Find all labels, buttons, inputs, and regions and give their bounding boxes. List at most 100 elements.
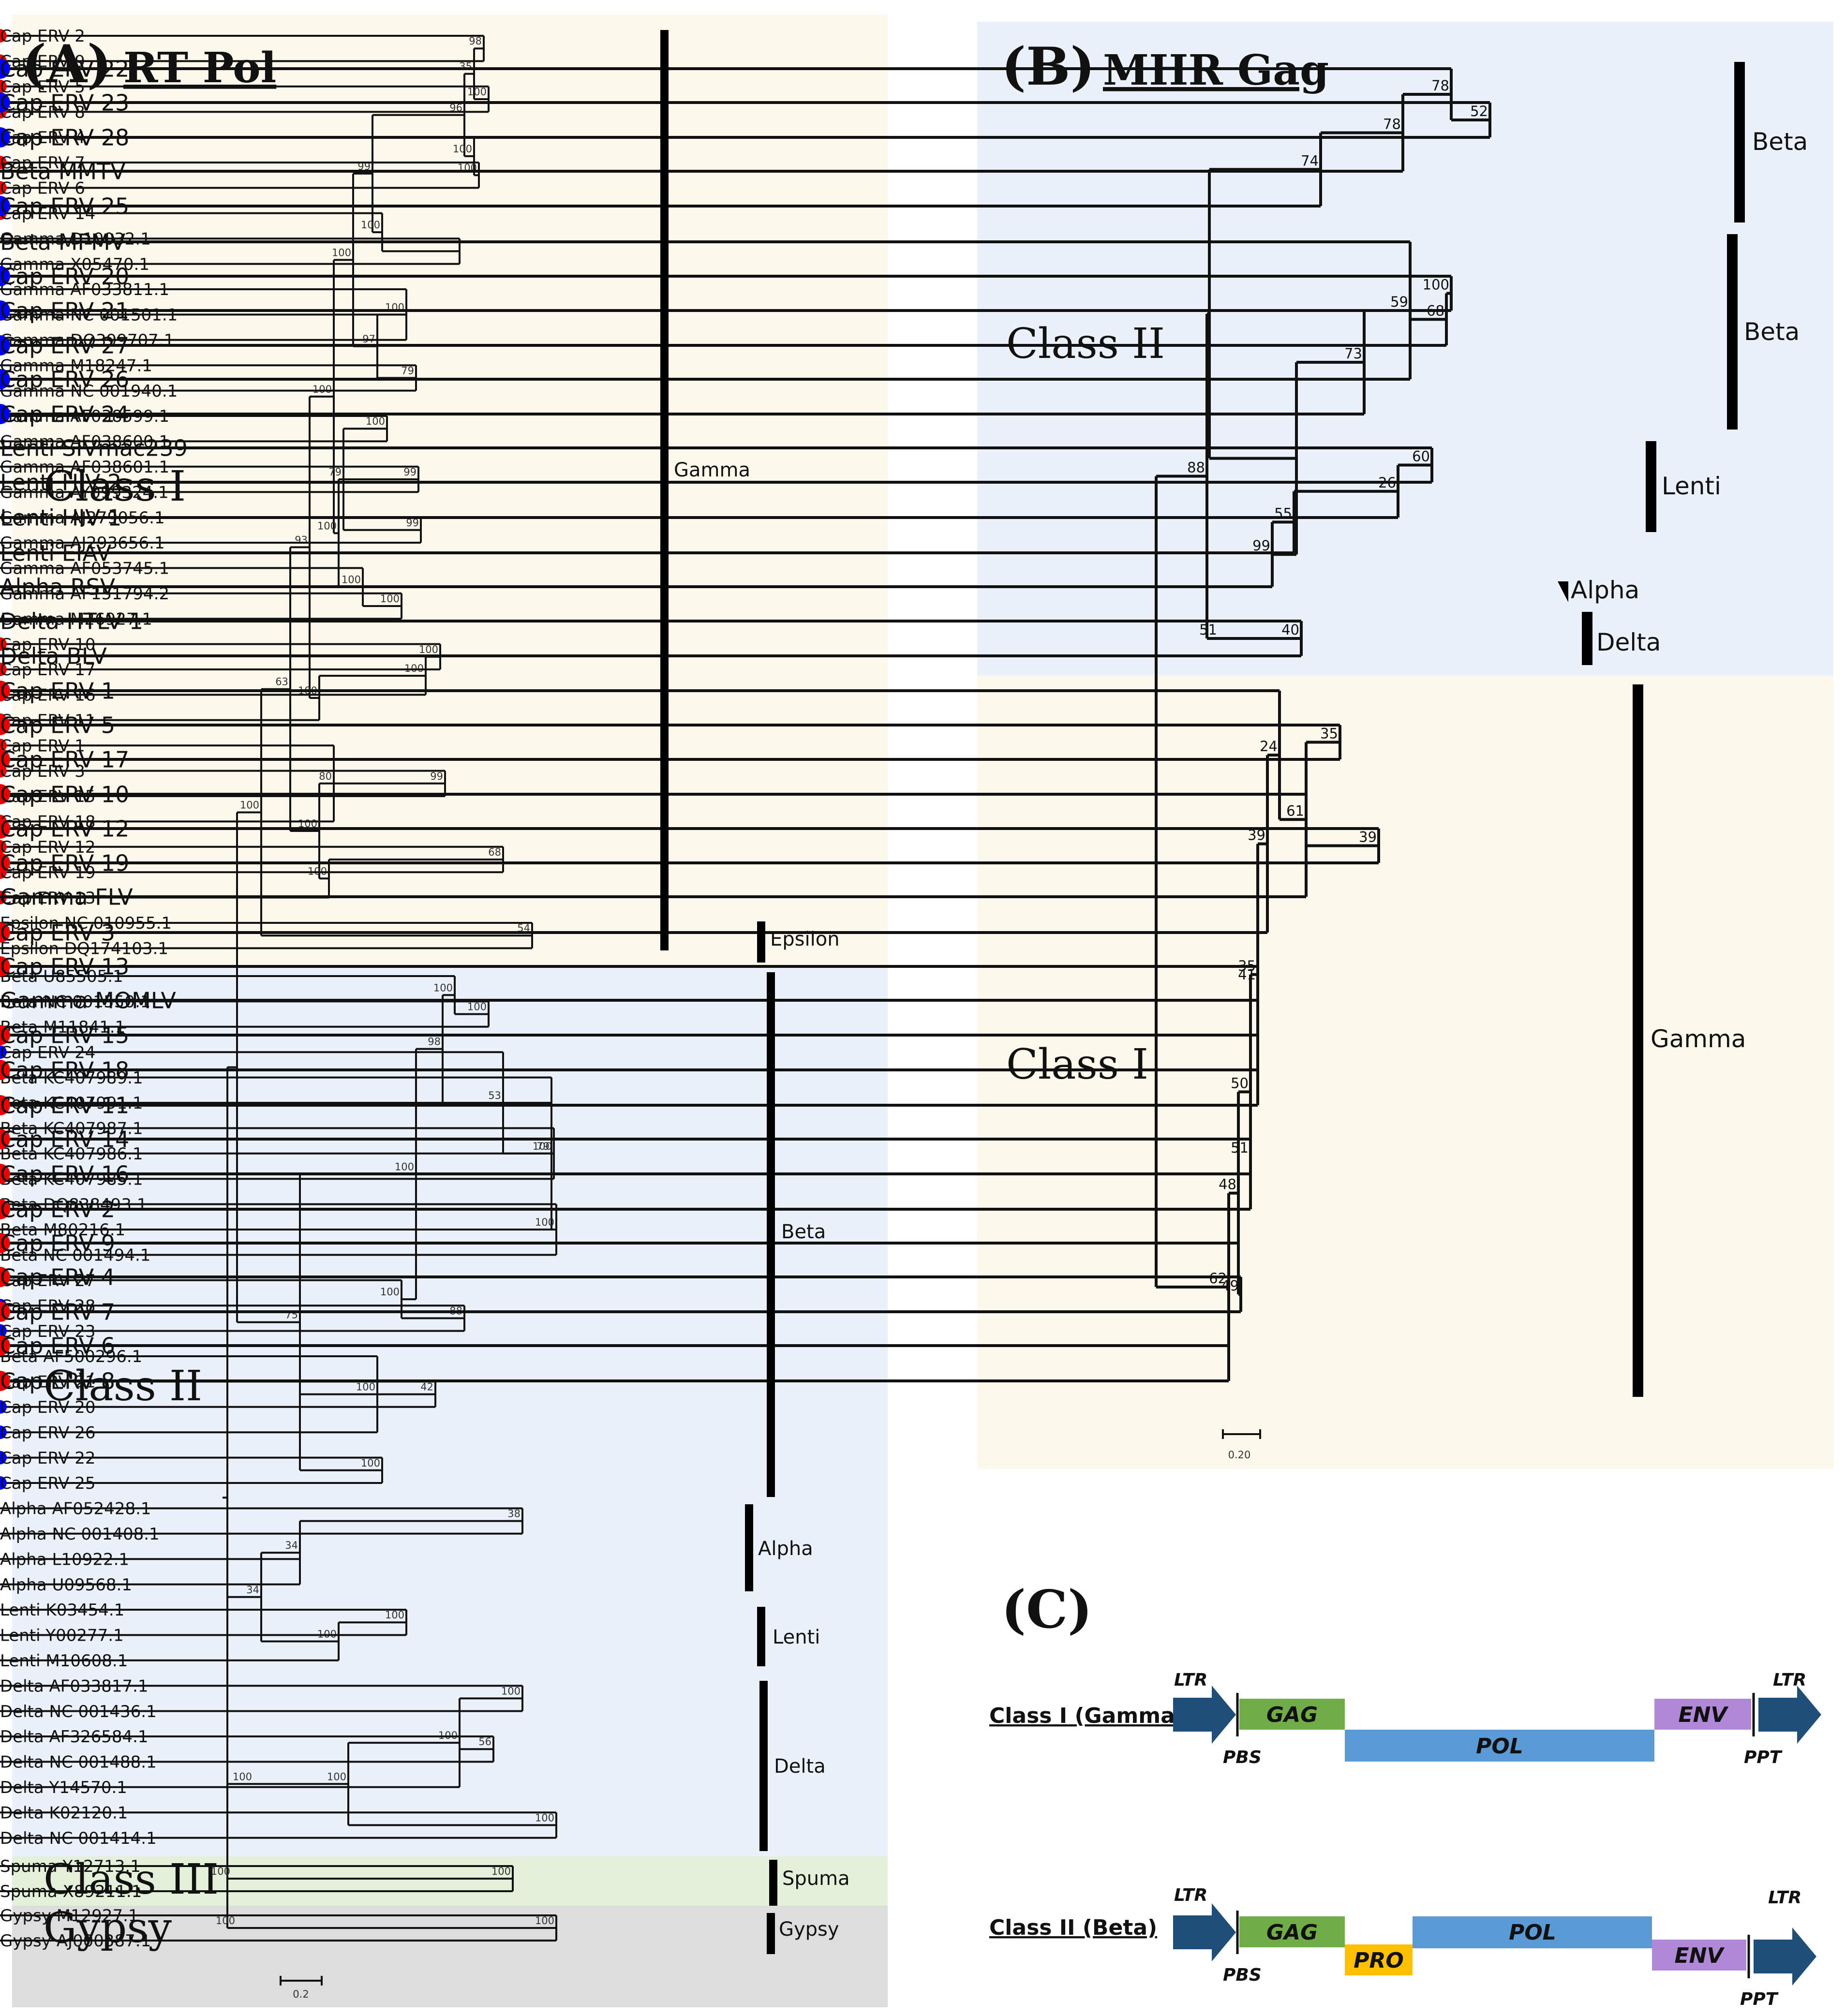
genome-label-class1: Class I (Gamma)	[989, 1704, 1185, 1728]
leaf-dot	[0, 1233, 10, 1253]
leaf-dot	[0, 840, 7, 854]
leaf-label: Cap ERV 22	[0, 56, 129, 82]
leaf-label: Beta MMTV	[0, 159, 126, 185]
group-label-gamma-b: Gamma	[1651, 1025, 1746, 1053]
leaf-label: Cap ERV 19	[0, 863, 96, 882]
bootstrap-label: 51	[1199, 622, 1217, 638]
leaf-label: Alpha NC 001408.1	[0, 1525, 160, 1544]
leaf-label: Epsilon NC 010955.1	[0, 914, 172, 933]
leaf-dot	[0, 404, 10, 424]
leaf-label: Delta BLV	[0, 643, 107, 669]
leaf-label: Gamma D10032.1	[0, 229, 151, 249]
leaf-dot	[0, 663, 7, 676]
leaf-label: Cap ERV 7	[0, 1299, 115, 1325]
leaf-label: Cap ERV 5	[0, 712, 115, 739]
leaf-dot	[0, 266, 10, 286]
leaf-label: Gamma AF038599.1	[0, 407, 169, 426]
bootstrap-label: 59	[1390, 294, 1408, 310]
bootstrap-label: 100	[453, 143, 472, 155]
leaf-dot	[0, 681, 10, 701]
bracket-gamma-a	[660, 30, 669, 950]
bootstrap-label: 55	[1274, 505, 1292, 521]
bootstrap-label: 98	[428, 1036, 441, 1048]
leaf-label: Cap ERV 20	[0, 1398, 96, 1417]
leaf-label: Cap ERV 13	[0, 954, 129, 980]
scale-label-a: 0.2	[293, 1988, 309, 2000]
genome-row-class1: Class I (Gamma) LTR PBS GAG POL ENV PPT …	[989, 1670, 1821, 1767]
class-label-a-2: Class II	[44, 1362, 202, 1410]
bootstrap-label: 100	[385, 1609, 404, 1621]
bootstrap-label: 60	[1412, 448, 1430, 465]
bootstrap-label: 100	[535, 1915, 554, 1927]
bootstrap-label: 35	[459, 61, 472, 73]
leaf-label: Beta NC 001494.1	[0, 1246, 150, 1265]
group-label-lenti-a: Lenti	[773, 1626, 820, 1648]
leaf-label: Gypsy M12927.1	[0, 1906, 139, 1926]
group-label-beta1-b: Beta	[1752, 128, 1808, 156]
leaf-label: Delta AF326584.1	[0, 1727, 149, 1747]
leaf-dot	[0, 637, 7, 651]
leaf-label: Alpha AF052428.1	[0, 1499, 151, 1519]
group-label-beta2-b: Beta	[1744, 318, 1800, 346]
group-label-alpha-a: Alpha	[758, 1538, 813, 1560]
env-box	[1652, 1940, 1746, 1971]
bootstrap-label: 100	[395, 1161, 414, 1172]
leaf-label: Lenti SIVmac239	[0, 435, 188, 461]
leaf-label: Gamma MOMLV	[0, 988, 176, 1014]
bootstrap-label: 100	[312, 384, 332, 395]
leaf-label: Cap ERV 24	[0, 401, 129, 428]
leaf-label: Cap ERV 24	[0, 1043, 96, 1062]
bootstrap-label: 34	[285, 1540, 298, 1551]
leaf-dot	[0, 1199, 10, 1219]
leaf-label: Lenti HIV 1	[0, 505, 121, 531]
group-label-alpha-b: Alpha	[1571, 576, 1639, 604]
panel-b-letter: (B)	[1001, 36, 1095, 97]
leaf-label: Cap ERV 19	[0, 850, 129, 876]
panel-a-letter: (A)	[22, 34, 112, 95]
bootstrap-label: 68	[488, 846, 501, 858]
bootstrap-label: 100	[491, 1866, 511, 1877]
leaf-label: Cap ERV 10	[0, 782, 129, 808]
bootstrap-label: 79	[328, 466, 342, 478]
leaf-label: Cap ERV 16	[0, 686, 96, 705]
leaf-dot	[0, 196, 10, 216]
bootstrap-label: 51	[1231, 1140, 1249, 1156]
bootstrap-label: 100	[419, 644, 438, 655]
leaf-dot	[0, 818, 10, 839]
bootstrap-label: 100	[332, 247, 351, 258]
leaf-label: Cap ERV 28	[0, 125, 129, 151]
leaf-label: Cap ERV 11	[0, 711, 96, 730]
bootstrap-label: 100	[535, 1812, 554, 1823]
leaf-label: Cap ERV 15	[0, 787, 96, 806]
leaf-label: Cap ERV 9	[0, 1230, 115, 1257]
bracket-beta2-b	[1727, 234, 1738, 430]
leaf-label: Cap ERV 27	[0, 1271, 96, 1290]
leaf-dot	[0, 956, 10, 977]
leaf-dot	[0, 1060, 10, 1080]
panel-c-letter: (C)	[1001, 1579, 1092, 1640]
leaf-label: Cap ERV 11	[0, 1093, 129, 1119]
leaf-label: Cap ERV 12	[0, 816, 129, 842]
leaf-dot	[0, 1371, 10, 1391]
class-label-a-4: Gypsy	[44, 1904, 172, 1952]
pro-label: PRO	[1354, 1948, 1404, 1973]
leaf-label: Cap ERV 12	[0, 838, 96, 857]
leaf-label: Cap ERV 27	[0, 333, 129, 359]
ltr-left-label: LTR	[1174, 1670, 1207, 1690]
leaf-dot	[0, 1302, 10, 1322]
leaf-label: Cap ERV 10	[0, 635, 96, 654]
gag-box	[1239, 1916, 1345, 1947]
leaf-label: Cap ERV 22	[0, 1449, 96, 1468]
ltr-left-arrow	[1173, 1686, 1236, 1744]
leaf-dot	[0, 749, 10, 770]
bracket-gypsy-a	[767, 1913, 775, 1954]
leaf-label: Gamma NC 001940.1	[0, 382, 178, 401]
pbs-label: PBS	[1223, 1748, 1262, 1767]
leaf-label: Gamma AY099324.1	[0, 483, 169, 502]
leaf-dot	[0, 739, 7, 753]
leaf-label: Beta MPMV	[0, 229, 126, 255]
bootstrap-label: 74	[1301, 152, 1319, 169]
leaf-label: Cap ERV 1	[0, 678, 115, 704]
